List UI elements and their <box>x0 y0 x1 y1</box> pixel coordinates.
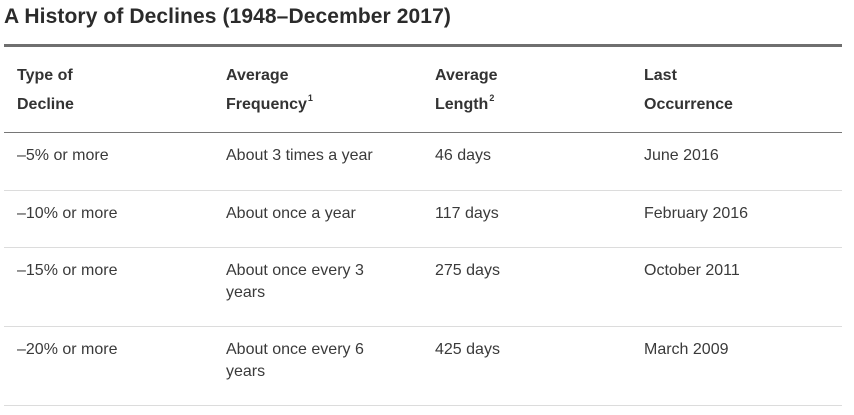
header-length-line2: Length <box>435 96 489 113</box>
cell-length: 425 days <box>435 341 500 358</box>
header-type-of-decline: Type of Decline <box>17 61 74 119</box>
header-last-line2: Occurrence <box>644 96 733 113</box>
table-title: A History of Declines (1948–December 201… <box>4 5 451 28</box>
cell-frequency: About once every 3 years <box>226 262 364 301</box>
footnote-2-marker: 2 <box>489 92 495 103</box>
table-row: –5% or more About 3 times a year 46 days… <box>4 133 842 191</box>
header-length-line1: Average <box>435 67 498 84</box>
table-header-row: Type of Decline Average Frequency1 Avera… <box>4 47 842 133</box>
cell-last-occurrence: October 2011 <box>644 262 740 279</box>
cell-type: –15% or more <box>17 262 118 279</box>
header-last-line1: Last <box>644 67 677 84</box>
cell-type: –10% or more <box>17 205 118 222</box>
cell-last-occurrence: February 2016 <box>644 205 749 222</box>
cell-length: 46 days <box>435 147 492 164</box>
header-frequency-line2: Frequency <box>226 96 307 113</box>
cell-last-occurrence: June 2016 <box>644 147 719 164</box>
cell-type: –20% or more <box>17 341 118 358</box>
header-type-line2: Decline <box>17 96 74 113</box>
header-average-frequency: Average Frequency1 <box>226 61 406 119</box>
header-average-length: Average Length2 <box>435 61 498 119</box>
header-type-line1: Type of <box>17 67 73 84</box>
table-row: –15% or more About once every 3 years 27… <box>4 248 842 327</box>
title-divider <box>4 44 842 47</box>
footnote-1-marker: 1 <box>307 92 313 103</box>
header-frequency-line1: Average <box>226 67 289 84</box>
header-last-occurrence: Last Occurrence <box>644 61 733 119</box>
cell-length: 275 days <box>435 262 500 279</box>
cell-last-occurrence: March 2009 <box>644 341 729 358</box>
table-row: –20% or more About once every 6 years 42… <box>4 327 842 406</box>
cell-frequency: About 3 times a year <box>226 147 373 164</box>
cell-frequency: About once every 6 years <box>226 341 364 380</box>
cell-frequency: About once a year <box>226 205 356 222</box>
table-row: –10% or more About once a year 117 days … <box>4 191 842 248</box>
cell-length: 117 days <box>435 205 499 222</box>
cell-type: –5% or more <box>17 147 109 164</box>
